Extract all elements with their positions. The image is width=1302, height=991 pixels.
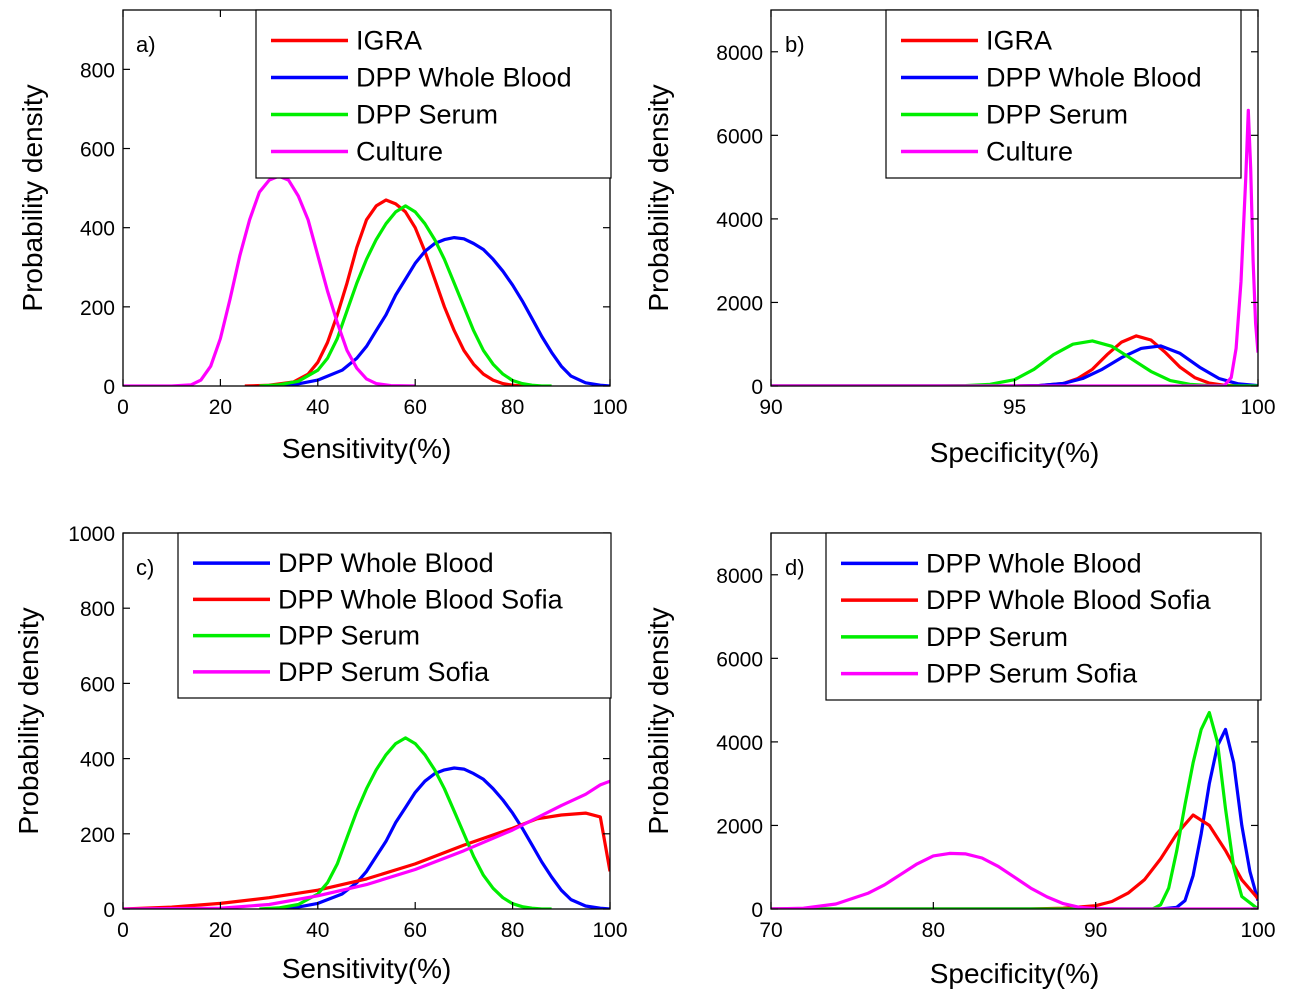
legend-entry: DPP Serum (278, 621, 420, 651)
legend-entry: DPP Whole Blood (926, 548, 1142, 578)
y-axis-label: Probability density (643, 607, 674, 834)
x-tick-label: 0 (117, 919, 129, 942)
chart-panel-3: 0 20 40 60 80 10002004006008001000Sensitivity… (13, 523, 628, 984)
legend-entry: DPP Serum (926, 622, 1068, 652)
series-line-4 (123, 779, 610, 909)
y-tick-label: 8000 (716, 42, 763, 65)
legend: IGRA DPP Whole Blood DPP Serum Culture (885, 9, 1242, 179)
panel-label: a) (136, 32, 156, 57)
series-line-2 (771, 813, 1258, 909)
series-line-4 (123, 174, 416, 386)
panel-label: d) (785, 555, 805, 580)
legend: IGRA DPP Whole Blood DPP Serum Culture (255, 9, 612, 179)
x-tick-label: 100 (592, 919, 627, 942)
y-axis-label: Probability density (13, 607, 44, 834)
x-tick-label: 70 (759, 919, 782, 942)
series-line-1 (244, 198, 533, 386)
chart-panel-2: 90 95 100 0 2000 4000 6000 8000 Specificity(%) Pr… (643, 9, 1276, 468)
series-line-1 (771, 727, 1258, 909)
chart-panel-4: 70 80 90 100 0 2000 4000 6000 8000 Specificity(%)… (643, 532, 1276, 989)
y-tick-label: 4000 (716, 209, 763, 232)
y-tick-label: 200 (80, 824, 115, 847)
y-tick-label: 400 (80, 218, 115, 241)
x-tick-label: 20 (209, 396, 232, 419)
y-tick-label: 600 (80, 673, 115, 696)
x-tick-label: 80 (501, 396, 524, 419)
y-tick-label: 0 (103, 899, 115, 922)
series-line-4 (771, 108, 1258, 386)
x-tick-label: 95 (1003, 396, 1026, 419)
panel-label: b) (785, 32, 805, 57)
x-axis-label: Sensitivity(%) (282, 953, 452, 984)
y-tick-label: 200 (80, 297, 115, 320)
y-tick-label: 1000 (68, 523, 115, 546)
x-axis-label: Specificity(%) (930, 958, 1100, 989)
legend-entry: DPP Whole Blood (356, 63, 572, 93)
y-tick-label: 800 (80, 59, 115, 82)
series-line-3 (259, 204, 552, 386)
legend-entry: Culture (356, 137, 443, 167)
series-line-3 (259, 736, 552, 909)
x-tick-label: 20 (209, 919, 232, 942)
series-line-4 (771, 851, 1258, 909)
x-tick-label: 40 (306, 396, 329, 419)
legend-entry: DPP Serum Sofia (278, 657, 490, 687)
y-tick-label: 800 (80, 598, 115, 621)
x-tick-label: 90 (759, 396, 782, 419)
x-tick-label: 80 (501, 919, 524, 942)
legend-entry: DPP Whole Blood Sofia (278, 584, 564, 614)
chart-panel-1: 0 20 40 60 80 100 0 200 400 600 800 Sensitivity(%) P… (17, 9, 628, 464)
y-axis-label: Probability density (17, 84, 48, 311)
legend-entry: IGRA (986, 26, 1052, 56)
y-tick-label: 6000 (716, 125, 763, 148)
y-tick-label: 0 (751, 376, 763, 399)
y-tick-label: 8000 (716, 565, 763, 588)
x-tick-label: 80 (922, 919, 945, 942)
y-tick-label: 0 (751, 899, 763, 922)
series-line-2 (269, 236, 610, 386)
legend: DPP Whole Blood DPP Whole Blood Sofia DPP … (177, 532, 612, 699)
y-tick-label: 0 (103, 376, 115, 399)
y-tick-label: 600 (80, 139, 115, 162)
x-axis-label: Specificity(%) (930, 437, 1100, 468)
series-line-2 (123, 811, 610, 909)
x-axis-label: Sensitivity(%) (282, 433, 452, 464)
panel-label: c) (136, 555, 154, 580)
x-tick-label: 100 (592, 396, 627, 419)
y-tick-label: 2000 (716, 815, 763, 838)
x-tick-label: 90 (1084, 919, 1107, 942)
x-tick-label: 100 (1240, 396, 1275, 419)
series-line-1 (269, 766, 610, 909)
legend-entry: DPP Whole Blood Sofia (926, 585, 1212, 615)
x-tick-label: 100 (1240, 919, 1275, 942)
legend-entry: DPP Whole Blood (986, 63, 1202, 93)
x-tick-label: 40 (306, 919, 329, 942)
legend-entry: DPP Serum (356, 100, 498, 130)
legend-entry: Culture (986, 137, 1073, 167)
y-tick-label: 2000 (716, 292, 763, 315)
x-tick-label: 60 (404, 396, 427, 419)
y-tick-label: 4000 (716, 732, 763, 755)
y-axis-label: Probability density (643, 84, 674, 311)
legend-entry: DPP Serum Sofia (926, 659, 1138, 689)
legend: DPP Whole Blood DPP Whole Blood Sofia DPP … (825, 532, 1262, 701)
legend-entry: DPP Serum (986, 100, 1128, 130)
y-tick-label: 6000 (716, 648, 763, 671)
y-tick-label: 400 (80, 749, 115, 772)
legend-entry: IGRA (356, 26, 422, 56)
series-line-3 (771, 710, 1258, 909)
legend-entry: DPP Whole Blood (278, 548, 494, 578)
x-tick-label: 0 (117, 396, 129, 419)
x-tick-label: 60 (404, 919, 427, 942)
